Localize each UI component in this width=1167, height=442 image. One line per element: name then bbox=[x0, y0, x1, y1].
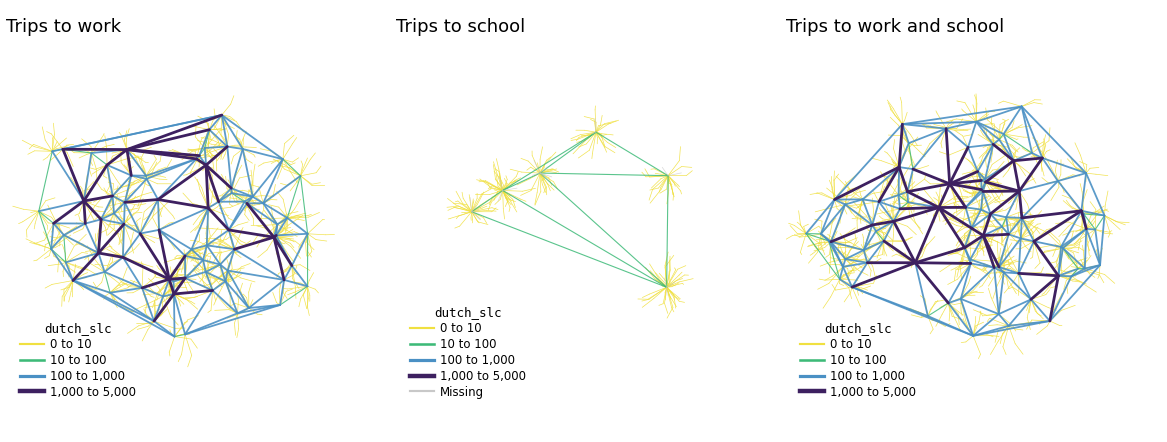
Text: Trips to work: Trips to work bbox=[6, 18, 121, 36]
Text: Trips to school: Trips to school bbox=[396, 18, 525, 36]
Legend: 0 to 10, 10 to 100, 100 to 1,000, 1,000 to 5,000: 0 to 10, 10 to 100, 100 to 1,000, 1,000 … bbox=[796, 317, 921, 403]
Legend: 0 to 10, 10 to 100, 100 to 1,000, 1,000 to 5,000: 0 to 10, 10 to 100, 100 to 1,000, 1,000 … bbox=[15, 317, 140, 403]
Text: Trips to work and school: Trips to work and school bbox=[787, 18, 1005, 36]
Legend: 0 to 10, 10 to 100, 100 to 1,000, 1,000 to 5,000, Missing: 0 to 10, 10 to 100, 100 to 1,000, 1,000 … bbox=[406, 301, 531, 403]
